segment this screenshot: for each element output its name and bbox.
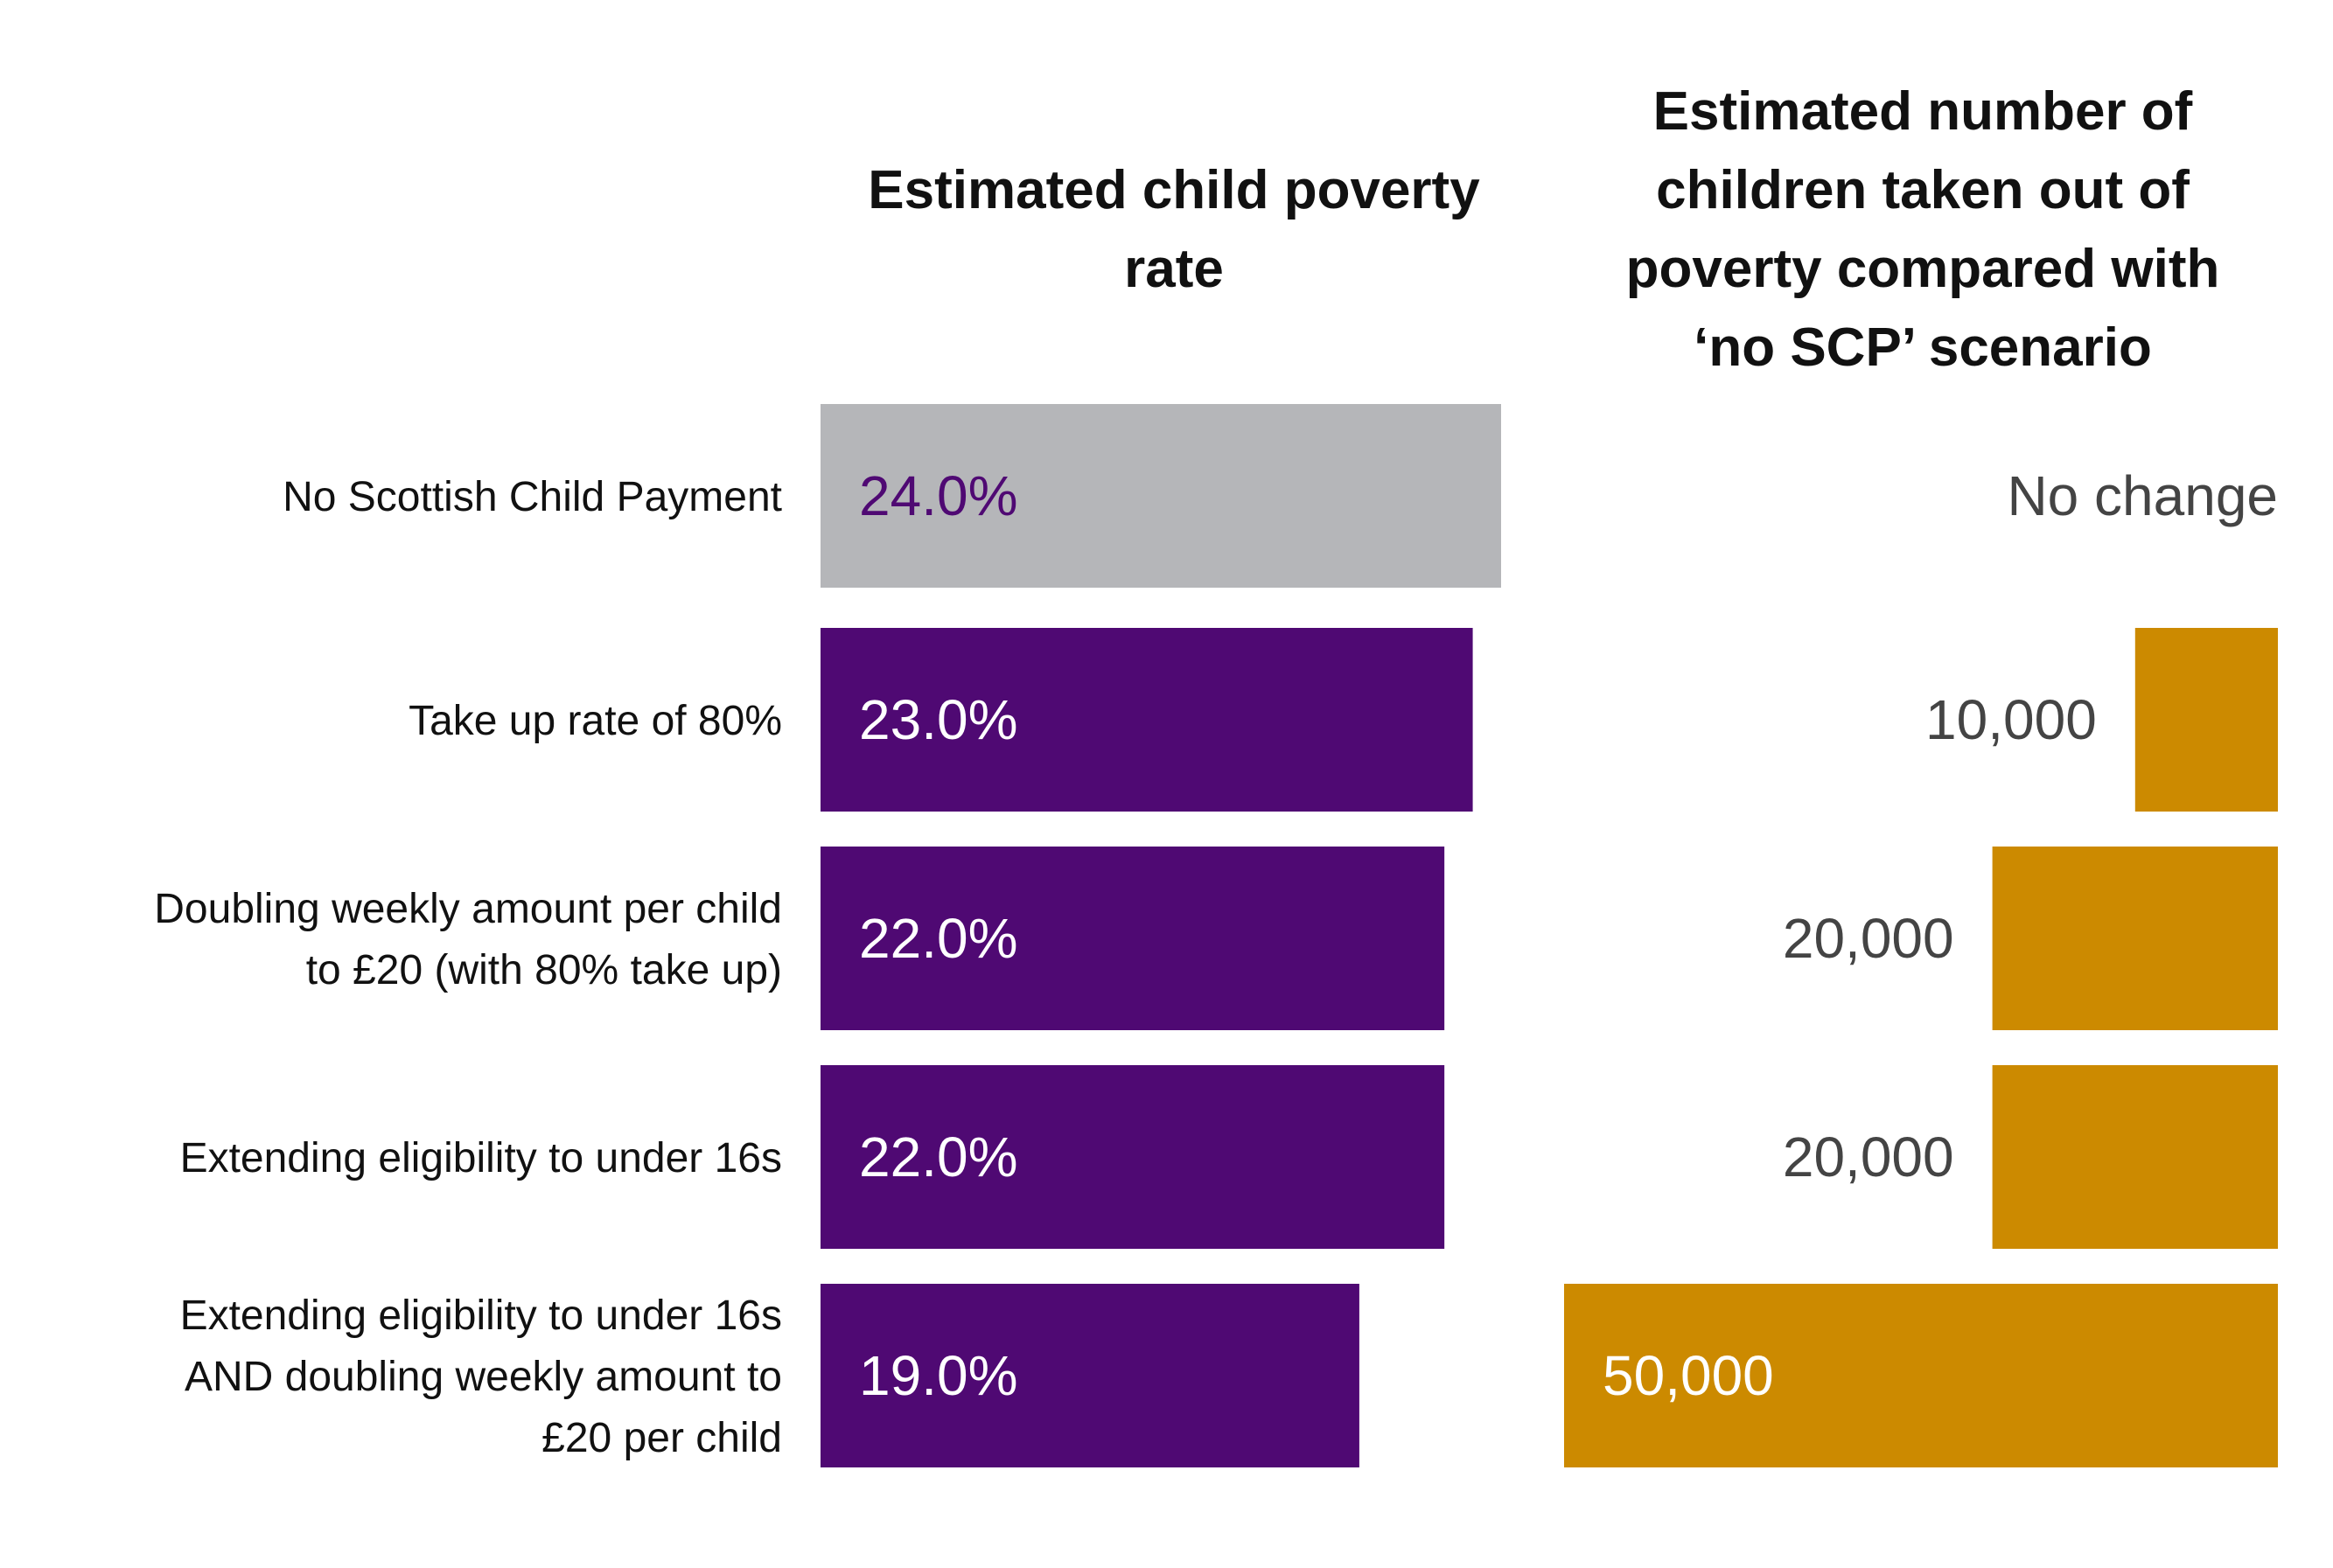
category-label: No Scottish Child Payment — [283, 474, 782, 520]
poverty-rate-bar — [821, 628, 1473, 812]
children-lifted-bar — [1564, 1284, 2278, 1467]
children-lifted-value-label: No change — [2007, 464, 2278, 527]
children-lifted-bar — [1992, 1065, 2278, 1249]
poverty-rate-value-label: 23.0% — [859, 688, 1017, 751]
category-label: Extending eligibility to under 16s — [180, 1293, 782, 1339]
panel-2-heading-line: poverty compared with — [1626, 239, 2220, 299]
category-label: £20 per child — [541, 1415, 782, 1461]
children-lifted-value-label: 10,000 — [1925, 688, 2097, 751]
category-label: Extending eligibility to under 16s — [180, 1135, 782, 1181]
children-lifted-value-label: 20,000 — [1783, 907, 1954, 970]
children-lifted-bar — [1992, 847, 2278, 1030]
poverty-rate-bar — [821, 1284, 1359, 1467]
category-label: Doubling weekly amount per child — [154, 886, 782, 932]
poverty-rate-value-label: 22.0% — [859, 1125, 1017, 1188]
children-lifted-bar — [2134, 628, 2278, 812]
panel-2-heading-line: Estimated number of — [1653, 81, 2193, 142]
panel-2-heading-line: children taken out of — [1656, 160, 2190, 220]
panel-2-heading-line: ‘no SCP’ scenario — [1694, 317, 2152, 378]
poverty-rate-bar — [821, 404, 1501, 588]
children-lifted-value-label: 50,000 — [1603, 1344, 1774, 1407]
poverty-rate-value-label: 24.0% — [859, 464, 1017, 527]
poverty-rate-bar — [821, 847, 1445, 1030]
children-lifted-value-label: 20,000 — [1783, 1125, 1954, 1188]
category-label: Take up rate of 80% — [409, 698, 782, 744]
panel-1-heading-line: Estimated child poverty — [868, 160, 1480, 220]
panel-1-heading-line: rate — [1124, 239, 1224, 299]
poverty-rate-value-label: 22.0% — [859, 907, 1017, 970]
poverty-rate-bar — [821, 1065, 1445, 1249]
poverty-rate-value-label: 19.0% — [859, 1344, 1017, 1407]
category-label: AND doubling weekly amount to — [185, 1354, 782, 1400]
category-label: to £20 (with 80% take up) — [306, 947, 782, 993]
